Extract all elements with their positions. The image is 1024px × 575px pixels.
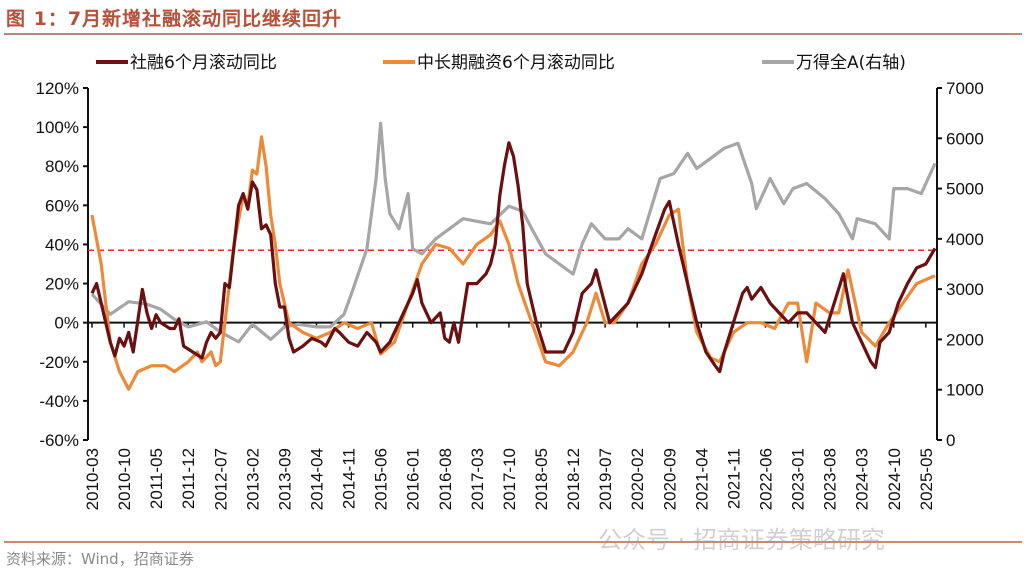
x-tick-label: 2016-01 [404,448,423,510]
bottom-divider [4,541,1022,543]
series-line-3 [90,121,937,344]
right-tick-label: 6000 [946,129,984,148]
x-tick-label: 2021-11 [724,448,743,509]
left-tick-label: 100% [36,118,79,137]
figure-title: 图 1：7月新增社融滚动同比继续回升 [6,8,343,30]
x-tick-label: 2014-11 [340,448,359,509]
title-divider [4,33,1022,35]
x-tick-label: 2024-03 [853,448,872,510]
x-tick-label: 2012-07 [211,448,230,510]
x-tick-label: 2014-04 [307,448,326,510]
right-tick-label: 3000 [946,280,984,299]
legend-label-1: 社融6个月滚动同比 [130,53,277,73]
x-tick-label: 2021-04 [692,448,711,510]
legend-label-3: 万得全A(右轴) [796,53,906,73]
right-tick-label: 0 [946,431,955,450]
x-tick-label: 2013-09 [275,448,294,510]
x-tick-label: 2019-07 [596,448,615,510]
legend-label-2: 中长期融资6个月滚动同比 [417,53,615,73]
left-tick-label: 120% [36,79,79,98]
x-tick-label: 2018-05 [532,448,551,510]
left-tick-label: 0% [54,314,79,333]
x-tick-label: 2023-08 [821,448,840,510]
left-tick-label: 40% [45,235,79,254]
x-tick-label: 2017-10 [500,448,519,510]
x-tick-label: 2025-05 [917,448,936,510]
series-line-2 [90,135,936,391]
x-tick-label: 2013-02 [243,448,262,510]
x-tick-label: 2016-08 [436,448,455,510]
x-tick-label: 2023-01 [789,448,808,510]
left-tick-label: 20% [45,275,79,294]
left-tick-label: 80% [45,157,79,176]
left-tick-label: -20% [39,353,79,372]
x-tick-label: 2020-02 [628,448,647,510]
x-tick-label: 2017-03 [468,448,487,510]
right-tick-label: 4000 [946,230,984,249]
left-tick-label: -40% [39,392,79,411]
series-line-1 [90,141,937,374]
x-tick-label: 2010-03 [83,448,102,510]
x-tick-label: 2018-12 [564,448,583,510]
x-tick-label: 2010-10 [115,448,134,510]
source-note: 资料来源：Wind，招商证券 [6,550,194,568]
x-tick-label: 2024-10 [885,448,904,510]
watermark: 公众号 · 招商证券策略研究 [598,526,885,554]
right-tick-label: 5000 [946,180,984,199]
x-tick-label: 2011-12 [179,448,198,509]
x-tick-label: 2011-05 [147,448,166,509]
x-tick-label: 2022-06 [756,448,775,510]
x-tick-label: 2020-09 [660,448,679,510]
left-tick-label: -60% [39,431,79,450]
left-tick-label: 60% [45,196,79,215]
right-tick-label: 7000 [946,79,984,98]
right-tick-label: 2000 [946,330,984,349]
x-tick-label: 2015-06 [372,448,391,510]
right-tick-label: 1000 [946,381,984,400]
